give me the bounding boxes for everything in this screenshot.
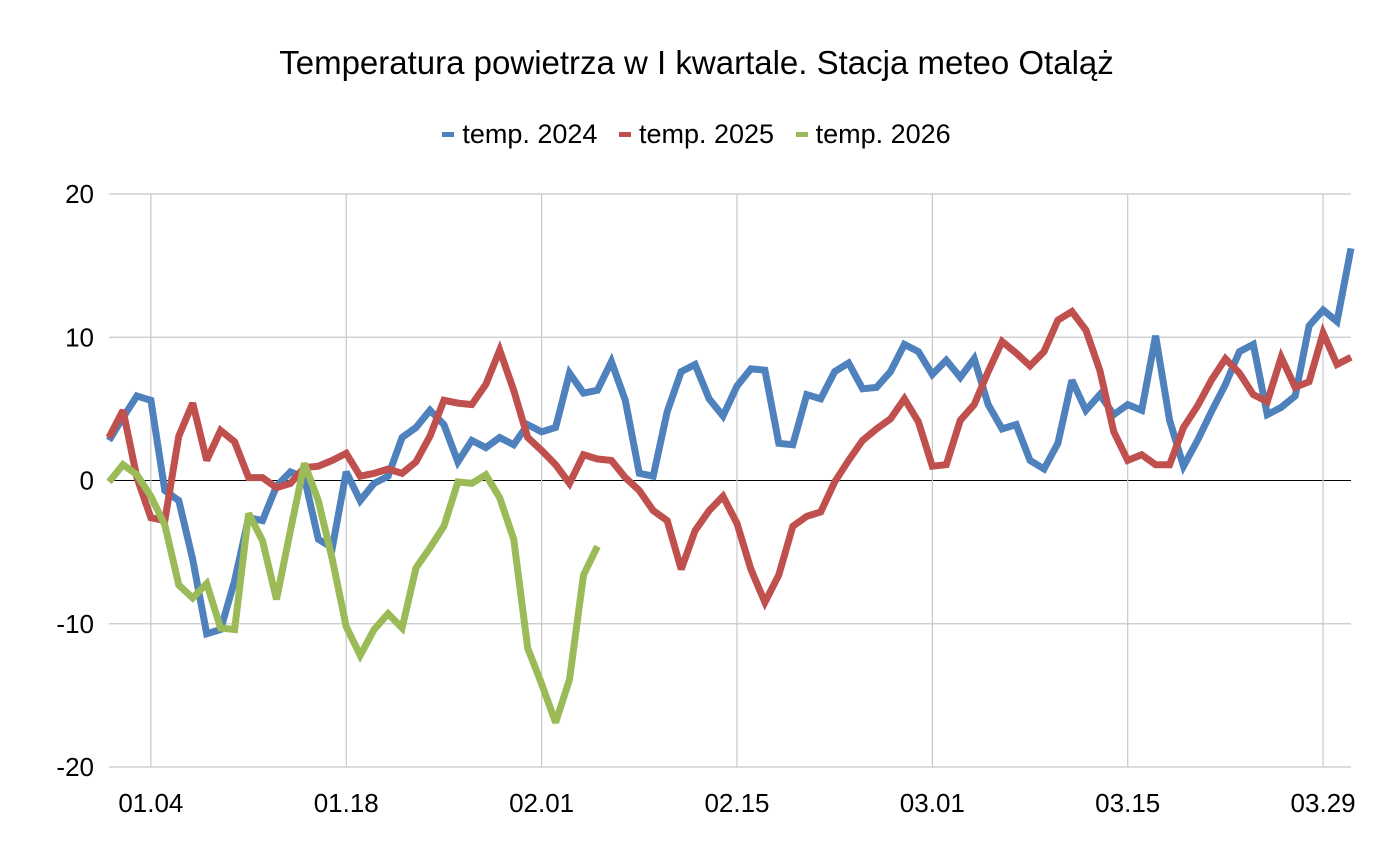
legend-item-2024: temp. 2024 (442, 119, 597, 150)
y-tick-label: -20 (56, 752, 94, 782)
series-line-temp-2024 (106, 247, 1355, 639)
y-tick-label: 20 (65, 179, 94, 209)
x-tick-label: 03.15 (1095, 788, 1160, 818)
legend-label-2026: temp. 2026 (815, 119, 951, 149)
x-tick-label: 02.01 (509, 788, 574, 818)
series-line-temp-2025 (105, 306, 1353, 611)
y-tick-label: 0 (80, 466, 94, 496)
x-tick-label: 03.29 (1291, 788, 1356, 818)
legend-label-2025: temp. 2025 (638, 119, 775, 149)
y-tick-label: -10 (56, 609, 94, 639)
x-tick-label: 01.18 (314, 788, 379, 818)
y-axis: 20 10 0 -10 -20 (56, 179, 94, 782)
x-tick-label: 02.15 (704, 788, 769, 818)
x-axis: 01.04 01.18 02.01 02.15 03.01 03.15 03.29 (118, 788, 1355, 818)
series-line-temp-2026 (106, 459, 601, 724)
legend-swatch-2026 (795, 132, 808, 137)
legend-label-2024: temp. 2024 (462, 119, 598, 149)
series-lines (105, 247, 1355, 724)
legend-item-2026: temp. 2026 (795, 119, 951, 150)
gridlines (109, 193, 1351, 768)
legend-item-2025: temp. 2025 (618, 119, 775, 150)
x-tick-label: 01.04 (118, 788, 183, 818)
legend-swatch-2024 (442, 132, 455, 137)
y-tick-label: 10 (65, 322, 94, 352)
legend: temp. 2024 temp. 2025 temp. 2026 (0, 113, 1393, 150)
legend-swatch-2025 (618, 132, 631, 137)
chart-title: Temperatura powietrza w I kwartale. Stac… (279, 44, 1114, 81)
x-tick-label: 03.01 (900, 788, 965, 818)
